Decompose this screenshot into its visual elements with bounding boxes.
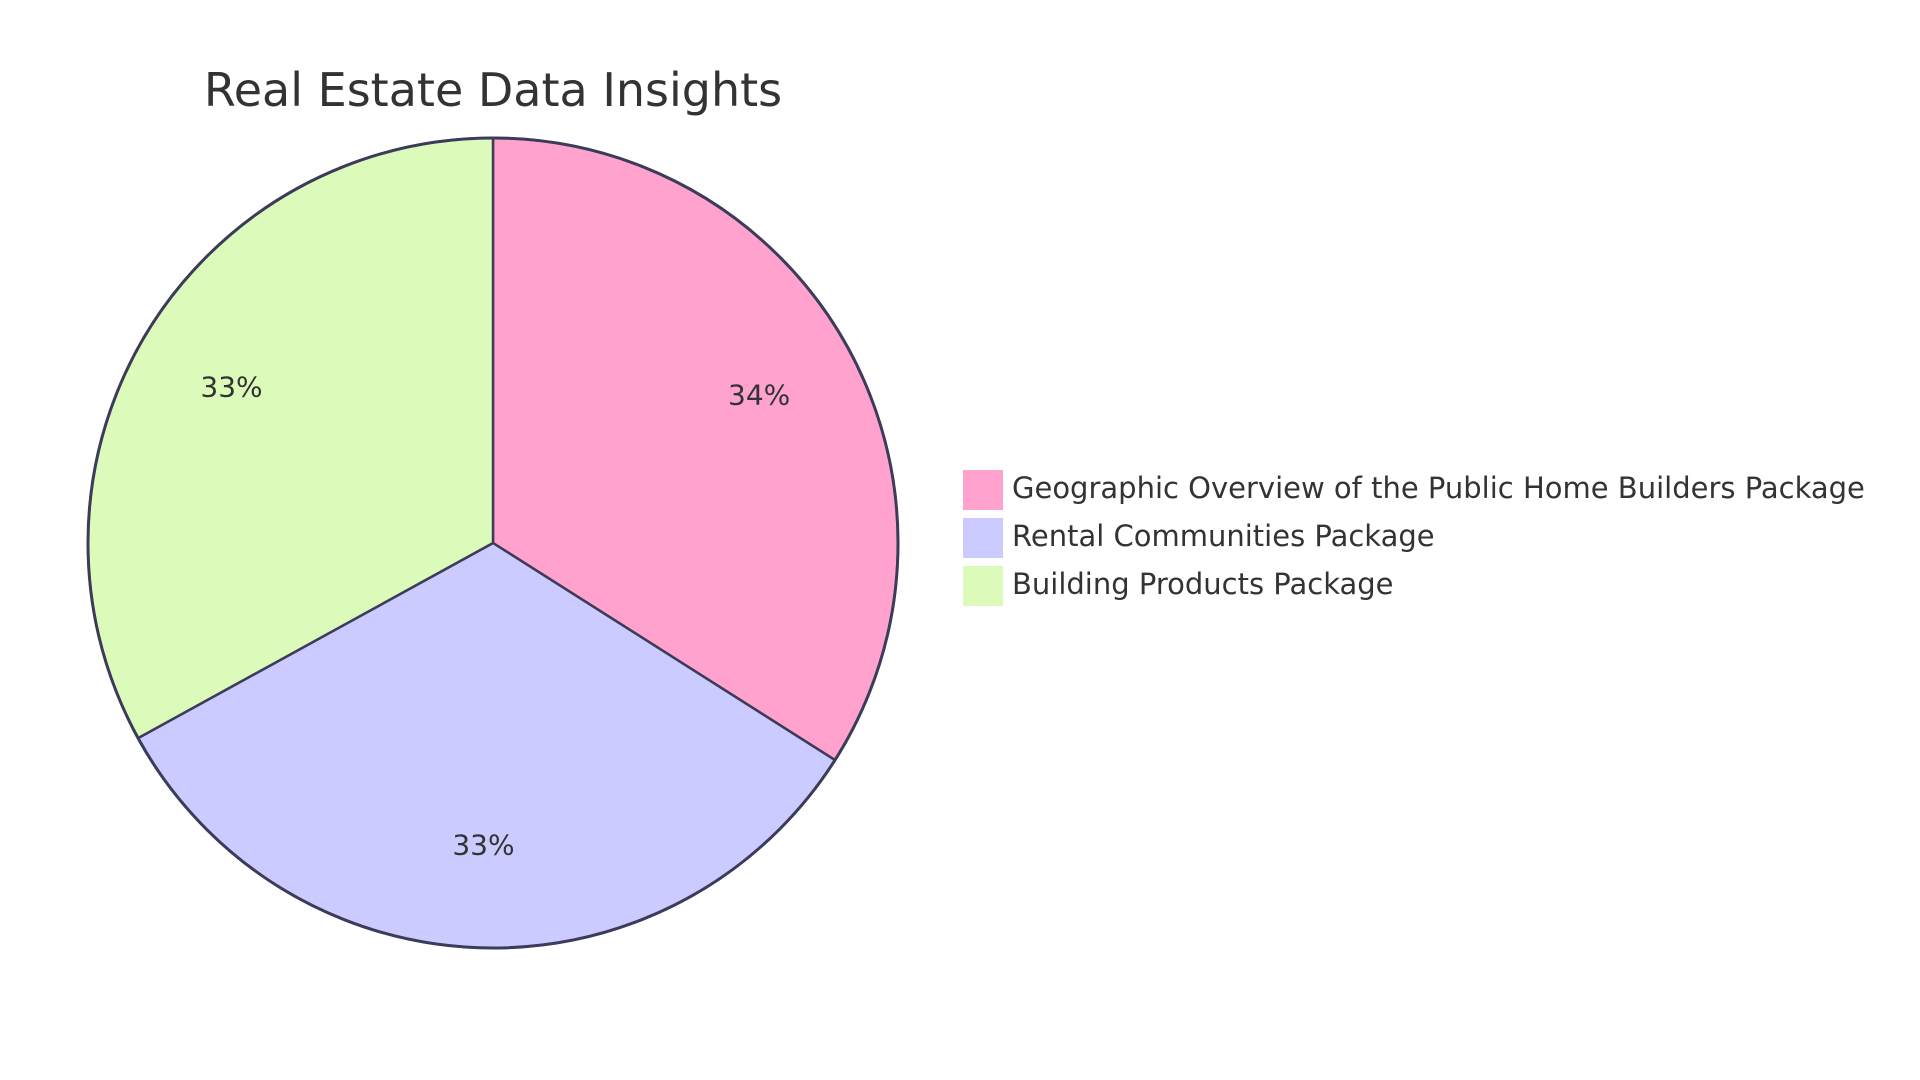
chart-title: Real Estate Data Insights: [204, 63, 782, 117]
legend-swatch: [963, 566, 1003, 606]
legend-label: Geographic Overview of the Public Home B…: [1012, 471, 1865, 505]
slice-percent-label: 34%: [728, 379, 790, 412]
legend-label: Building Products Package: [1012, 567, 1394, 601]
legend: Geographic Overview of the Public Home B…: [963, 470, 1865, 606]
slice-percent-label: 33%: [200, 370, 262, 403]
legend-label: Rental Communities Package: [1012, 519, 1435, 553]
slice-labels: 34% 33% 33%: [200, 370, 790, 861]
legend-swatch: [963, 518, 1003, 558]
slice-percent-label: 33%: [452, 829, 514, 862]
pie-slices: [86, 136, 900, 950]
legend-swatch: [963, 470, 1003, 510]
pie-outline: [86, 136, 900, 950]
